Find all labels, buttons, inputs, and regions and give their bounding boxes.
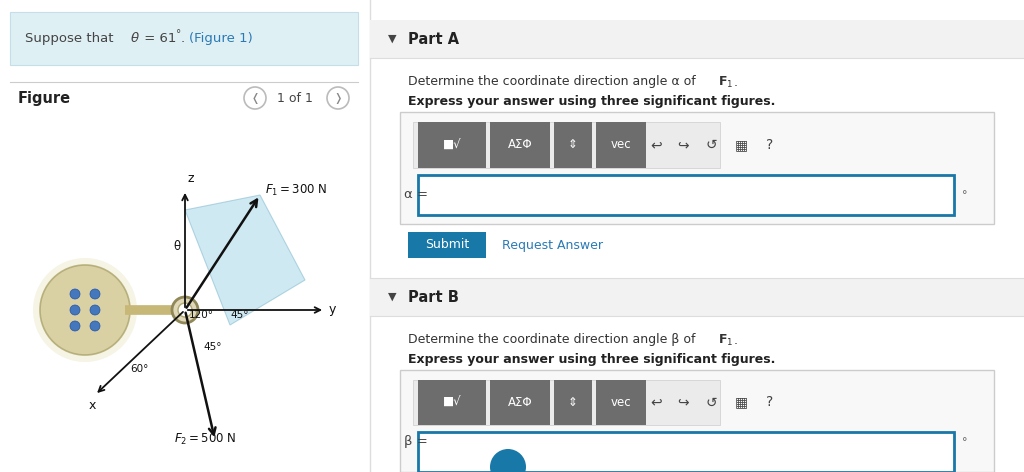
Text: 45°: 45° bbox=[230, 310, 249, 320]
Text: ↺: ↺ bbox=[706, 396, 717, 410]
Circle shape bbox=[70, 321, 80, 331]
Text: ?: ? bbox=[766, 138, 773, 152]
Text: ↺: ↺ bbox=[706, 138, 717, 152]
Bar bbox=[0, 0, 370, 472]
Text: 45°: 45° bbox=[203, 342, 221, 352]
Text: ↩: ↩ bbox=[650, 138, 662, 152]
Text: .: . bbox=[734, 76, 738, 89]
Bar bbox=[413, 380, 720, 425]
Bar bbox=[418, 432, 954, 472]
Text: ↪: ↪ bbox=[677, 138, 689, 152]
Text: .: . bbox=[181, 32, 189, 45]
Bar bbox=[418, 175, 954, 215]
Text: $\mathbf{F}_1$: $\mathbf{F}_1$ bbox=[718, 75, 733, 90]
Circle shape bbox=[490, 449, 526, 472]
Text: °: ° bbox=[962, 437, 968, 447]
Text: ▼: ▼ bbox=[388, 292, 396, 302]
Text: ▦: ▦ bbox=[734, 138, 748, 152]
Text: = 61: = 61 bbox=[140, 32, 176, 45]
Bar bbox=[413, 122, 720, 168]
Text: ■√: ■√ bbox=[442, 396, 462, 409]
Text: $F_2 = 500$ N: $F_2 = 500$ N bbox=[174, 432, 237, 447]
Text: x: x bbox=[89, 399, 96, 412]
Text: Figure: Figure bbox=[18, 91, 71, 106]
Bar bbox=[596, 122, 646, 168]
Bar bbox=[10, 12, 358, 65]
Bar bbox=[408, 232, 486, 258]
Text: ↪: ↪ bbox=[677, 396, 689, 410]
Text: α =: α = bbox=[404, 188, 428, 202]
Circle shape bbox=[90, 321, 100, 331]
Text: ▼: ▼ bbox=[388, 34, 396, 44]
Bar bbox=[554, 380, 592, 425]
Text: ?: ? bbox=[766, 396, 773, 410]
Bar bbox=[370, 278, 1024, 316]
Text: θ: θ bbox=[173, 240, 180, 253]
Text: ⇕: ⇕ bbox=[568, 396, 578, 409]
Text: °: ° bbox=[962, 190, 968, 200]
Text: °: ° bbox=[176, 29, 181, 40]
Bar bbox=[418, 380, 486, 425]
Text: Express your answer using three significant figures.: Express your answer using three signific… bbox=[408, 354, 775, 366]
Text: ⇕: ⇕ bbox=[568, 138, 578, 152]
Text: Part A: Part A bbox=[408, 32, 459, 47]
Circle shape bbox=[33, 258, 137, 362]
Circle shape bbox=[70, 305, 80, 315]
Text: Determine the coordinate direction angle β of: Determine the coordinate direction angle… bbox=[408, 334, 702, 346]
Text: vec: vec bbox=[610, 138, 632, 152]
Circle shape bbox=[178, 303, 193, 317]
Text: ↩: ↩ bbox=[650, 396, 662, 410]
Bar bbox=[418, 122, 486, 168]
Text: Request Answer: Request Answer bbox=[502, 238, 603, 252]
Circle shape bbox=[90, 305, 100, 315]
Text: θ: θ bbox=[131, 32, 139, 45]
Text: 60°: 60° bbox=[130, 364, 148, 374]
Text: $\mathbf{F}_1$: $\mathbf{F}_1$ bbox=[718, 332, 733, 347]
Text: β =: β = bbox=[404, 436, 428, 448]
Text: ❬: ❬ bbox=[250, 93, 260, 103]
Bar bbox=[400, 370, 994, 472]
Text: .: . bbox=[734, 334, 738, 346]
Text: ❭: ❭ bbox=[334, 93, 343, 103]
Circle shape bbox=[172, 297, 198, 323]
Text: $F_1 = 300$ N: $F_1 = 300$ N bbox=[265, 183, 328, 198]
Bar bbox=[554, 122, 592, 168]
Bar bbox=[596, 380, 646, 425]
Text: Express your answer using three significant figures.: Express your answer using three signific… bbox=[408, 94, 775, 108]
Circle shape bbox=[40, 265, 130, 355]
Text: Determine the coordinate direction angle α of: Determine the coordinate direction angle… bbox=[408, 76, 702, 89]
Text: 120°: 120° bbox=[189, 310, 214, 320]
Text: Part B: Part B bbox=[408, 289, 459, 304]
Text: ■√: ■√ bbox=[442, 138, 462, 152]
Bar bbox=[490, 380, 550, 425]
Text: Suppose that: Suppose that bbox=[25, 32, 118, 45]
Text: z: z bbox=[188, 172, 195, 185]
Circle shape bbox=[70, 289, 80, 299]
Bar bbox=[370, 20, 1024, 58]
Text: y: y bbox=[329, 303, 336, 317]
Text: Submit: Submit bbox=[425, 238, 469, 252]
Text: ΑΣΦ: ΑΣΦ bbox=[508, 396, 532, 409]
Text: 1 of 1: 1 of 1 bbox=[278, 92, 313, 104]
Bar bbox=[490, 122, 550, 168]
Text: (Figure 1): (Figure 1) bbox=[189, 32, 253, 45]
Bar bbox=[400, 112, 994, 224]
Text: ▦: ▦ bbox=[734, 396, 748, 410]
Circle shape bbox=[90, 289, 100, 299]
Polygon shape bbox=[185, 195, 305, 325]
Text: vec: vec bbox=[610, 396, 632, 409]
Text: ΑΣΦ: ΑΣΦ bbox=[508, 138, 532, 152]
